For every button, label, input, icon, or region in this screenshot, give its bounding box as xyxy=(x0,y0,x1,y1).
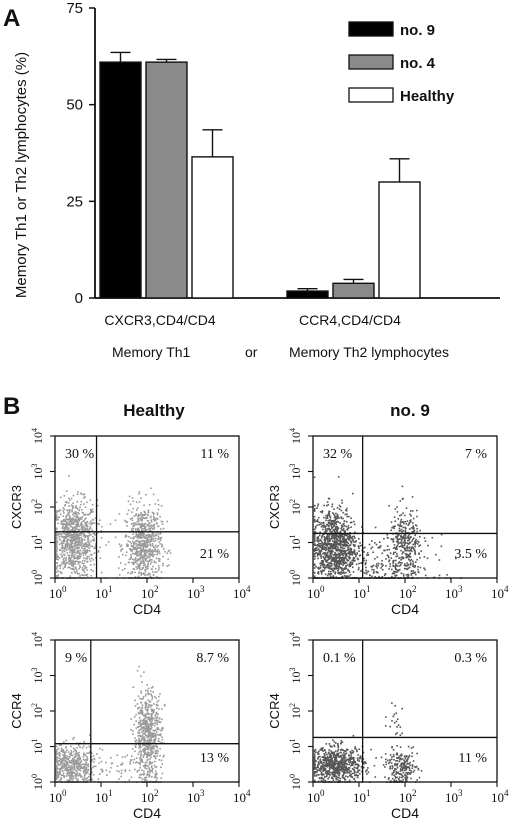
y-tick-label: 100 xyxy=(30,774,45,790)
legend-label: no. 4 xyxy=(400,55,436,72)
x-tick-label: 101 xyxy=(95,788,113,805)
flow-title-no9: no. 9 xyxy=(390,401,430,420)
quadrant-upper-right: 7 % xyxy=(465,447,488,462)
bottom-label-or: or xyxy=(245,344,258,360)
x-tick-label: 101 xyxy=(95,584,113,601)
flow-plot-2: 100 100 101 101 102 102 103 103 104 104 CD4 CXCR3 32… xyxy=(267,428,509,617)
y-tick-label: 102 xyxy=(30,499,45,515)
x-tick-label: 100 xyxy=(49,584,67,601)
bar xyxy=(286,290,329,299)
bottom-label-th1: Memory Th1 xyxy=(112,344,191,360)
y-tick-label: 102 xyxy=(288,703,303,719)
legend-label: no. 9 xyxy=(400,22,435,39)
bar xyxy=(378,181,421,299)
y-tick-label: 0 xyxy=(75,290,83,307)
flow-plot-4: 100 100 101 101 102 102 103 103 104 104 CD4 CCR4 0.1… xyxy=(267,632,509,821)
y-tick-label: 100 xyxy=(30,570,45,586)
y-tick-label: 104 xyxy=(288,632,303,648)
quadrant-upper-right: 0.3 % xyxy=(454,651,487,666)
x-axis-label: CD4 xyxy=(133,601,161,617)
y-axis-label: CXCR3 xyxy=(9,485,24,529)
y-tick-label: 101 xyxy=(30,535,45,551)
y-tick-label: 104 xyxy=(30,428,45,444)
x-tick-label: 102 xyxy=(141,788,159,805)
bar xyxy=(191,156,234,299)
x-tick-label: 104 xyxy=(233,584,251,601)
y-axis-label: CCR4 xyxy=(267,693,282,728)
y-tick-label: 102 xyxy=(288,499,303,515)
quadrant-upper-left: 9 % xyxy=(65,651,88,666)
quadrant-upper-left: 32 % xyxy=(323,447,353,462)
x-tick-label: 100 xyxy=(307,788,325,805)
x-tick-label: 103 xyxy=(187,584,205,601)
flow-plot-3: 100 100 101 101 102 102 103 103 104 104 CD4 CCR4 9 %… xyxy=(9,632,251,821)
quadrant-upper-left: 0.1 % xyxy=(323,651,356,666)
y-tick-label: 75 xyxy=(66,0,83,17)
bar xyxy=(99,61,142,299)
x-axis-label: CD4 xyxy=(133,805,161,821)
bottom-label-th2: Memory Th2 lymphocytes xyxy=(289,344,449,360)
y-tick-label: 103 xyxy=(30,668,45,684)
x-tick-label: 100 xyxy=(49,788,67,805)
y-tick-label: 104 xyxy=(288,428,303,444)
category-label: CXCR3,CD4/CD4 xyxy=(104,312,215,328)
quadrant-upper-right: 8.7 % xyxy=(196,651,229,666)
y-axis-title: Memory Th1 or Th2 lymphocytes (%) xyxy=(13,52,30,298)
x-tick-label: 101 xyxy=(353,584,371,601)
y-tick-label: 102 xyxy=(30,703,45,719)
x-tick-label: 102 xyxy=(399,584,417,601)
bar xyxy=(332,282,375,299)
quadrant-lower-right: 13 % xyxy=(200,751,230,766)
x-tick-label: 103 xyxy=(445,788,463,805)
quadrant-lower-right: 21 % xyxy=(200,547,230,562)
x-tick-label: 104 xyxy=(491,788,509,805)
legend-label: Healthy xyxy=(400,88,455,105)
y-tick-label: 50 xyxy=(66,97,83,114)
quadrant-upper-right: 11 % xyxy=(200,447,229,462)
y-tick-label: 101 xyxy=(30,739,45,755)
legend-swatch xyxy=(348,21,394,37)
bar xyxy=(145,61,188,299)
y-tick-label: 25 xyxy=(66,193,83,210)
x-tick-label: 103 xyxy=(187,788,205,805)
x-tick-label: 103 xyxy=(445,584,463,601)
quadrant-lower-right: 3.5 % xyxy=(454,547,487,562)
flow-dots xyxy=(55,665,166,783)
bar-chart: Memory Th1 or Th2 lymphocytes (%) 0 25 50 7… xyxy=(13,0,500,360)
x-tick-label: 101 xyxy=(353,788,371,805)
flow-dots xyxy=(313,476,462,579)
x-tick-label: 102 xyxy=(399,788,417,805)
x-axis-label: CD4 xyxy=(391,805,419,821)
flow-dots xyxy=(55,475,172,579)
flow-plot-1: 100 100 101 101 102 102 103 103 104 104 CD4 CXCR3 30… xyxy=(9,428,251,617)
y-tick-label: 103 xyxy=(288,464,303,480)
legend-swatch xyxy=(348,54,394,70)
legend: no. 9 no. 4 Healthy xyxy=(348,21,455,105)
flow-title-healthy: Healthy xyxy=(123,401,185,420)
panel-a-letter: A xyxy=(3,5,20,32)
x-tick-label: 100 xyxy=(307,584,325,601)
x-tick-label: 102 xyxy=(141,584,159,601)
quadrant-upper-left: 30 % xyxy=(65,447,95,462)
y-tick-label: 100 xyxy=(288,570,303,586)
legend-swatch xyxy=(348,87,394,103)
flow-dots xyxy=(313,702,423,783)
y-axis-label: CCR4 xyxy=(9,693,24,728)
x-tick-label: 104 xyxy=(233,788,251,805)
panel-b-letter: B xyxy=(3,393,20,420)
y-tick-label: 104 xyxy=(30,632,45,648)
y-tick-label: 101 xyxy=(288,535,303,551)
y-tick-label: 103 xyxy=(288,668,303,684)
y-tick-label: 101 xyxy=(288,739,303,755)
y-tick-label: 103 xyxy=(30,464,45,480)
category-label: CCR4,CD4/CD4 xyxy=(299,312,401,328)
quadrant-lower-right: 11 % xyxy=(458,751,487,766)
y-axis-label: CXCR3 xyxy=(267,485,282,529)
x-axis-label: CD4 xyxy=(391,601,419,617)
y-tick-label: 100 xyxy=(288,774,303,790)
x-tick-label: 104 xyxy=(491,584,509,601)
